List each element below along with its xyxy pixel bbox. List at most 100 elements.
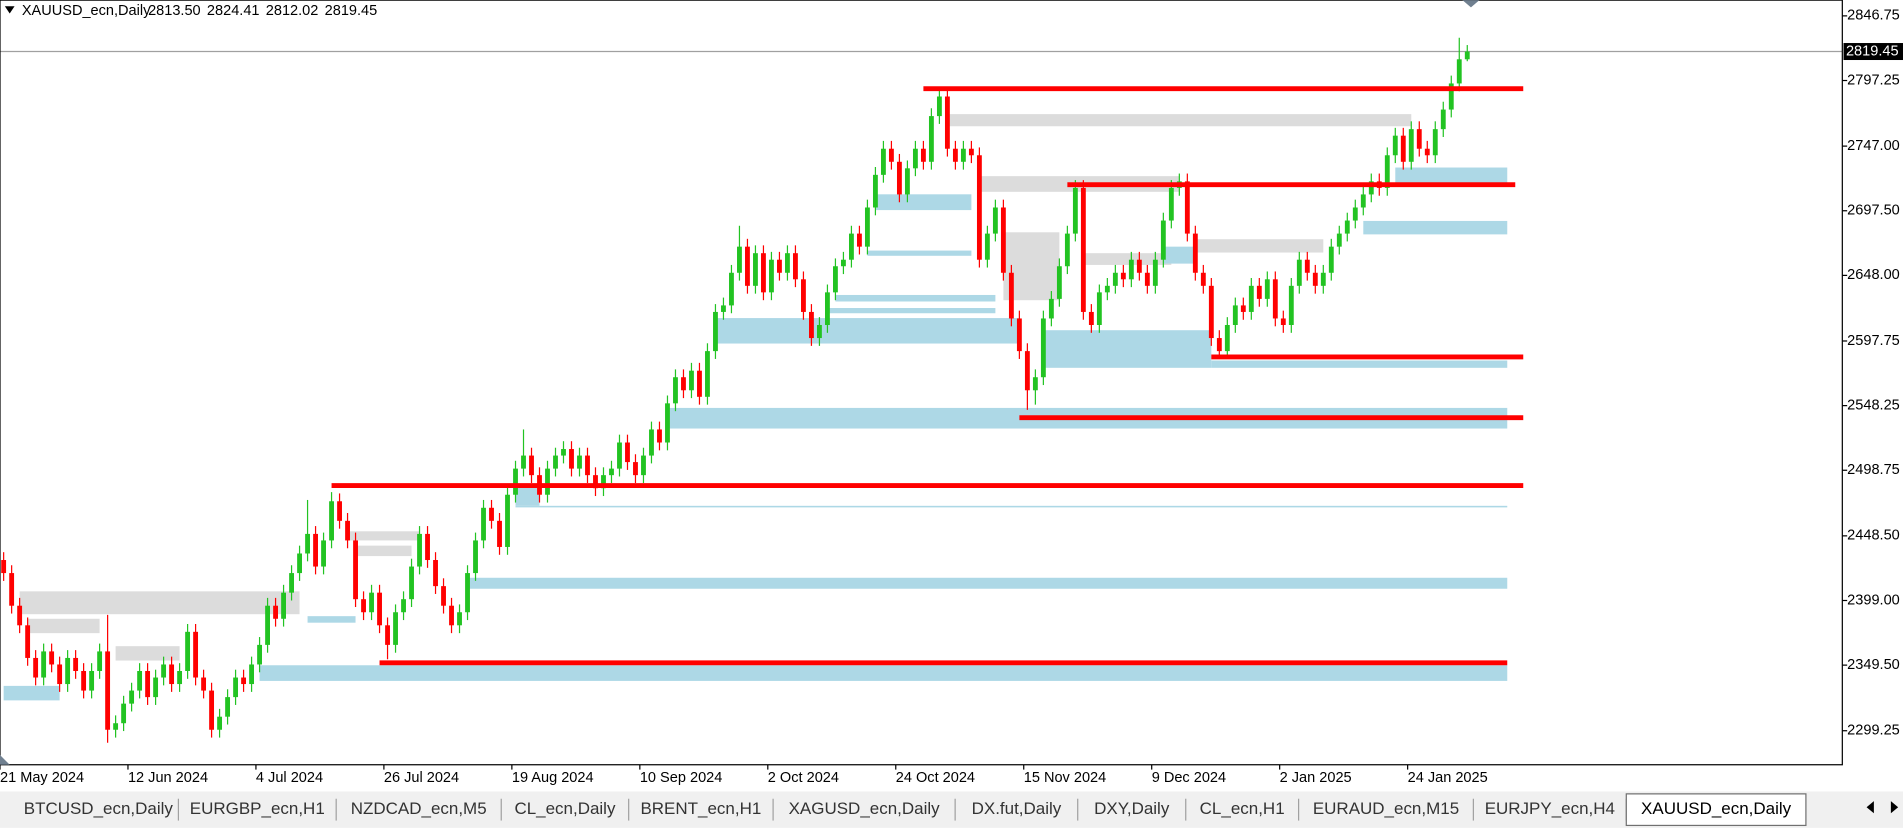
candle-body (1024, 351, 1030, 391)
candle-body (201, 677, 207, 691)
candle-body (1360, 194, 1366, 208)
candle-body (361, 599, 366, 613)
plot-border (0, 0, 1843, 766)
candle-body (321, 540, 326, 567)
candle-body (305, 533, 310, 554)
tab-label[interactable]: DXY,Daily (1094, 799, 1170, 818)
tab-label[interactable]: CL_ecn,H1 (1200, 799, 1285, 818)
candle-body (673, 377, 678, 404)
supply-zone (347, 531, 420, 541)
demand-zone (1395, 167, 1508, 187)
y-tick-label: 2747.00 (1847, 138, 1900, 154)
candle-body (1192, 233, 1198, 273)
candle-body (1336, 233, 1342, 247)
candle-body (153, 677, 159, 698)
y-tick-label: 2448.50 (1847, 528, 1900, 544)
demand-zone (875, 194, 972, 211)
demand-zone (1211, 360, 1508, 368)
candle-body (81, 670, 87, 691)
tab-scroll-right[interactable] (1890, 801, 1899, 814)
x-tick-label: 24 Jan 2025 (1408, 770, 1488, 786)
candle-body (521, 455, 526, 469)
candle-body (976, 155, 982, 260)
demand-zone (1043, 330, 1212, 368)
candle-body (1416, 129, 1422, 149)
tab-active[interactable] (1625, 793, 1807, 827)
candle-body (177, 670, 183, 685)
candle-body (25, 625, 31, 658)
tab-label[interactable]: XAGUSD_ecn,Daily (789, 799, 941, 818)
candle-body (697, 370, 702, 397)
candle-body (1064, 233, 1070, 267)
candle-body (872, 174, 878, 208)
candle-body (1248, 285, 1254, 312)
candle-body (1, 560, 7, 574)
tab-label[interactable]: EURGBP_ecn,H1 (190, 799, 325, 818)
candle-body (665, 403, 670, 443)
candle-body (1112, 272, 1118, 286)
corner-marker (0, 755, 10, 765)
tab-label[interactable]: EURJPY_ecn,H4 (1485, 799, 1615, 818)
supply-zone (27, 618, 100, 634)
demand-zone (515, 505, 1508, 508)
ohlc-header: 2813.50 2824.41 2812.02 2819.45 (148, 3, 377, 19)
candle-body (1288, 285, 1294, 325)
candle-body (393, 612, 398, 645)
candle-body (193, 631, 199, 678)
candle-body (825, 292, 830, 325)
candle-body (593, 475, 598, 489)
ohlc-value: 2819.45 (325, 3, 378, 19)
candle-body (481, 507, 486, 541)
candle-body (257, 644, 263, 665)
tab-scroll-left[interactable] (1866, 801, 1874, 814)
candle-body (729, 272, 734, 306)
candle-body (1232, 305, 1238, 325)
ohlc-value: 2813.50 (148, 3, 201, 19)
x-tick-label: 26 Jul 2024 (384, 770, 459, 786)
supply-zone (19, 591, 300, 615)
demand-zone (715, 318, 1020, 344)
y-tick-label: 2697.50 (1847, 203, 1900, 219)
demand-zone (3, 685, 60, 701)
tab-label[interactable]: CL_ecn,Daily (514, 799, 616, 818)
candle-body (745, 246, 750, 286)
tab-label[interactable]: NZDCAD_ecn,M5 (351, 799, 487, 818)
tab-label[interactable]: XAUUSD_ecn,Daily (1641, 799, 1792, 818)
candle-body (1128, 259, 1134, 280)
tab-label[interactable]: BRENT_ecn,H1 (640, 799, 761, 818)
candle-body (1160, 220, 1166, 260)
y-tick-label: 2349.50 (1847, 657, 1900, 673)
tab-label[interactable]: BTCUSD_ecn,Daily (24, 799, 174, 818)
candle-body (840, 259, 846, 267)
candle-body (1056, 266, 1062, 299)
demand-zone (1163, 246, 1196, 264)
demand-zone (467, 577, 1508, 589)
ohlc-value: 2812.02 (266, 3, 319, 19)
y-tick-label: 2648.00 (1847, 267, 1900, 283)
tab-label[interactable]: EURAUD_ecn,M15 (1313, 799, 1459, 818)
candle-body (281, 592, 286, 619)
x-tick-label: 4 Jul 2024 (256, 770, 323, 786)
candle-body (97, 651, 103, 671)
current-price-tag (1843, 43, 1903, 61)
candle-body (105, 651, 111, 730)
candle-body (129, 690, 135, 704)
candle-body (1328, 246, 1334, 273)
candle-body (713, 311, 718, 352)
candle-body (497, 520, 502, 547)
candle-body (553, 455, 558, 469)
x-tick-label: 9 Dec 2024 (1152, 770, 1226, 786)
candle-body (121, 703, 127, 724)
x-tick-label: 10 Sep 2024 (640, 770, 723, 786)
candle-body (1032, 377, 1038, 391)
candle-body (689, 370, 694, 391)
candle-body (777, 259, 782, 273)
y-tick-label: 2597.75 (1847, 333, 1900, 349)
collapse-icon[interactable] (4, 6, 15, 14)
candle-body (1104, 285, 1110, 293)
candle-body (65, 657, 71, 685)
candle-body (1256, 285, 1262, 299)
tab-label[interactable]: DX.fut,Daily (972, 799, 1062, 818)
candle-body (409, 566, 414, 600)
